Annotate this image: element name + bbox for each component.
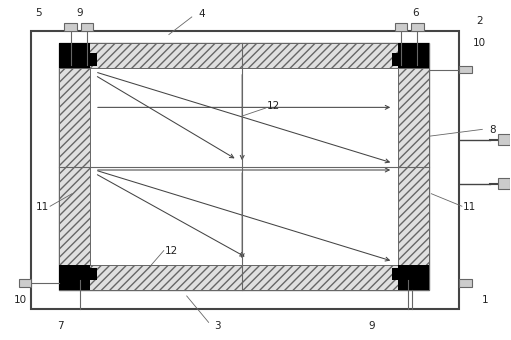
Bar	[63, 268, 97, 280]
Text: 9: 9	[368, 321, 375, 332]
Text: 10: 10	[473, 38, 486, 48]
Bar	[59, 43, 429, 68]
Text: 5: 5	[36, 7, 42, 18]
Bar	[391, 268, 425, 280]
Text: 4: 4	[199, 9, 205, 19]
Bar	[411, 23, 424, 31]
Text: 12: 12	[267, 101, 280, 111]
Bar	[81, 23, 94, 31]
Bar	[398, 265, 429, 290]
Bar	[498, 178, 510, 189]
Text: 12: 12	[165, 246, 178, 256]
Bar	[18, 279, 31, 287]
Bar	[394, 23, 407, 31]
Text: 7: 7	[58, 321, 64, 332]
Bar	[398, 43, 429, 68]
Bar	[398, 68, 429, 265]
Text: 11: 11	[36, 202, 49, 212]
Text: 3: 3	[214, 321, 221, 332]
Bar	[498, 134, 510, 144]
Bar	[459, 279, 472, 287]
Text: 8: 8	[489, 125, 496, 135]
Bar	[63, 53, 97, 66]
Bar	[459, 66, 472, 73]
Bar	[31, 31, 459, 309]
Text: 10: 10	[13, 295, 27, 305]
Text: 2: 2	[476, 16, 483, 26]
Text: 11: 11	[463, 202, 476, 212]
Bar	[64, 23, 77, 31]
Bar	[59, 43, 90, 68]
Bar	[59, 265, 429, 290]
Bar	[59, 43, 429, 290]
Text: 9: 9	[76, 7, 83, 18]
Bar	[59, 68, 90, 265]
Bar	[391, 53, 425, 66]
Bar	[59, 265, 90, 290]
Text: 1: 1	[481, 295, 488, 305]
Text: 6: 6	[413, 7, 420, 18]
